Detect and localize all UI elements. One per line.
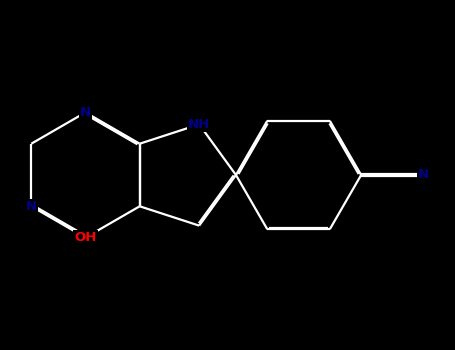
Text: N: N xyxy=(80,106,91,119)
Text: OH: OH xyxy=(74,231,96,244)
Text: N: N xyxy=(26,200,37,213)
Text: NH: NH xyxy=(188,118,210,131)
Text: N: N xyxy=(418,168,429,182)
